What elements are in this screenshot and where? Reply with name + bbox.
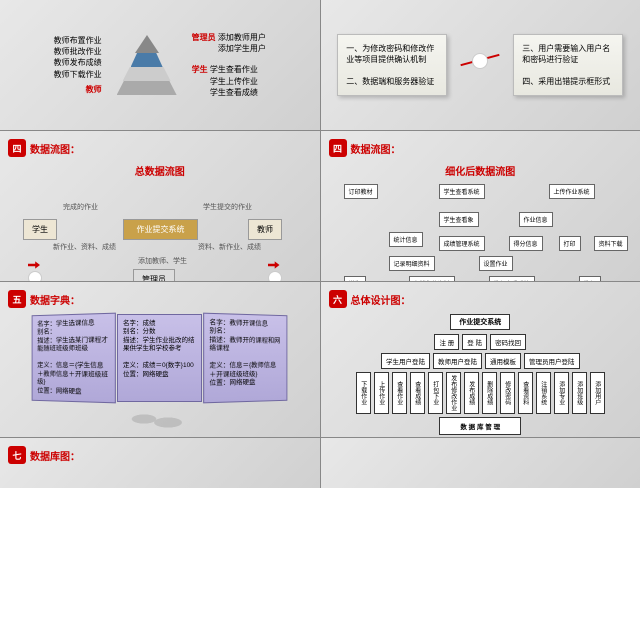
dict-card-3: 名字：教师开课信息 别名： 描述：教师开的课程和网络课程 定义：信息＝{教师信息… bbox=[203, 313, 287, 404]
teacher-label: 教师 bbox=[54, 84, 102, 95]
teacher-tasks: 教师布置作业 教师批改作业 教师发布成绩 教师下载作业 教师 bbox=[54, 35, 102, 95]
dict-card-1: 名字：学生选课信息 别名： 描述：学生选某门课程才能随班班级师班级 定义：信息＝… bbox=[32, 313, 116, 404]
note-card-2: 三、用户需要输入用户名和密码进行验证 四、采用出错提示框形式 bbox=[513, 34, 623, 97]
right-roles: 管理员 添加教师用户 添加学生用户 学生 学生查看作业 学生上传作业 学生查看成… bbox=[192, 32, 266, 98]
dfd-student: 学生 bbox=[23, 219, 57, 240]
badge-6: 六 bbox=[329, 290, 347, 308]
badge-4b: 四 bbox=[329, 139, 347, 157]
dict-cards: 名字：学生选课信息 别名： 描述：学生选某门课程才能随班班级师班级 定义：信息＝… bbox=[8, 314, 312, 402]
slide-empty bbox=[321, 438, 640, 488]
badge-4: 四 bbox=[8, 139, 26, 157]
archer-icon bbox=[465, 45, 495, 85]
slide-tree: 六 总体设计图： 作业提交系统 注 册 登 陆 密码找回 学生用户登陆 教师用户… bbox=[321, 282, 640, 437]
slide-db: 七 数据库图： bbox=[0, 438, 320, 488]
slide-dictionary: 五 数据字典： 名字：学生选课信息 别名： 描述：学生选某门课程才能随班班级师班… bbox=[0, 282, 320, 437]
dfd-admin: 管理员 bbox=[133, 269, 175, 281]
character-icon bbox=[268, 259, 292, 281]
pyramid-icon bbox=[112, 35, 182, 95]
badge-7: 七 bbox=[8, 446, 26, 464]
dfd-diagram: 学生 作业提交系统 教师 管理员 完成的作业 学生提交的作业 新作业、资料、成绩… bbox=[8, 184, 312, 281]
hierarchy-tree: 作业提交系统 注 册 登 陆 密码找回 学生用户登陆 教师用户登陆 通用模板 管… bbox=[329, 314, 633, 435]
character-icon bbox=[28, 259, 52, 281]
slide-dfd-detail: 四 数据流图： 细化后数据流图 学生 学生查看系统 上传作业系统 订印教材 学生… bbox=[321, 131, 640, 281]
badge-5: 五 bbox=[8, 290, 26, 308]
dict-card-2: 名字：成绩 别名：分数 描述：学生作业批改的结果供学生和学校参考 定义：成绩＝0… bbox=[117, 314, 202, 402]
worldmap-icon bbox=[120, 405, 200, 437]
detailed-flow: 学生 学生查看系统 上传作业系统 订印教材 学生查看象 作业信息 统计信息 成绩… bbox=[329, 184, 633, 281]
dfd-teacher: 教师 bbox=[248, 219, 282, 240]
dfd-center: 作业提交系统 bbox=[123, 219, 198, 240]
slide-dfd-main: 四 数据流图： 总数据流图 学生 作业提交系统 教师 管理员 完成的作业 学生提… bbox=[0, 131, 320, 281]
note-card-1: 一、为修改密码和修改作业等项目提供确认机制 二、数据端和服务器验证 bbox=[337, 34, 447, 97]
slide-notes: 一、为修改密码和修改作业等项目提供确认机制 二、数据端和服务器验证 三、用户需要… bbox=[321, 0, 640, 130]
slide-roles: 教师布置作业 教师批改作业 教师发布成绩 教师下载作业 教师 管理员 添加教师用… bbox=[0, 0, 320, 130]
